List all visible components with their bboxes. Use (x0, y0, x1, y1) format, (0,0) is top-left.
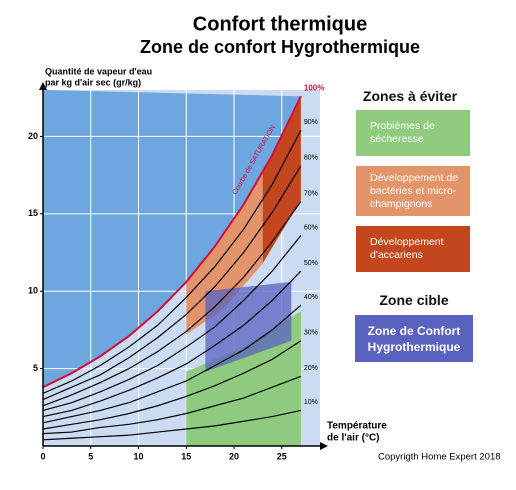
x-tick-label: 20 (229, 451, 239, 461)
x-tick-label: 25 (277, 451, 287, 461)
curve-label: 40% (304, 294, 318, 301)
legend-title: Zone cible (379, 292, 449, 308)
x-axis-label: Température (327, 421, 387, 432)
y-tick-label: 15 (28, 208, 38, 218)
rh-curve (42, 270, 302, 418)
axis-arrow (320, 442, 328, 450)
x-axis-label: de l'air (°C) (327, 433, 380, 444)
x-tick-label: 0 (40, 451, 45, 461)
curve-label: 80% (304, 155, 318, 162)
saturation-area (43, 90, 301, 388)
x-tick-label: 5 (88, 451, 93, 461)
curve-label: 60% (304, 224, 318, 231)
chart-title: Confort thermique (193, 13, 367, 35)
chart-subtitle: Zone de confort Hygrothermique (140, 37, 420, 57)
legend-entry: Développement d'accariens (356, 226, 470, 272)
zone (205, 281, 292, 372)
legend-entry: Développement de bactéries et micro-cham… (356, 166, 470, 216)
legend-title: Zones à éviter (362, 88, 458, 104)
copyright: Copyrigth Home Expert 2018 (378, 452, 501, 463)
legend-entry: Zone de Confort Hygrothermique (355, 315, 473, 362)
curve-label: 100% (304, 83, 324, 92)
y-tick-label: 20 (28, 131, 38, 141)
y-tick-label: 10 (28, 286, 38, 296)
y-axis-label: par kg d'air sec (gr/kg) (45, 77, 141, 87)
curve-label: 70% (304, 190, 318, 197)
zone (262, 96, 301, 264)
rh-curve (42, 340, 302, 430)
curve-label: 20% (304, 365, 318, 372)
rh-curve (42, 165, 302, 401)
legend-entry: Problèmes de sécheresse (356, 110, 470, 156)
y-tick-label: 5 (33, 363, 38, 373)
x-tick-label: 10 (134, 451, 144, 461)
rh-curve (42, 304, 302, 424)
curve-label: 50% (304, 260, 318, 267)
rh-curve (42, 95, 302, 389)
y-axis-label: Quantité de vapeur d'eau (45, 66, 152, 76)
curve-label: 90% (304, 119, 318, 126)
axis-arrow (39, 82, 47, 90)
plot: 10%20%30%40%50%60%70%80%90%100%Courbe de… (28, 82, 328, 461)
curve-label: 10% (304, 399, 318, 406)
rh-curve (42, 201, 302, 407)
rh-curve (42, 409, 302, 441)
x-tick-label: 15 (181, 451, 191, 461)
curve-label: 30% (304, 330, 318, 337)
rh-curve (42, 235, 302, 411)
rh-curve (42, 375, 302, 435)
rh-curve (42, 129, 302, 394)
